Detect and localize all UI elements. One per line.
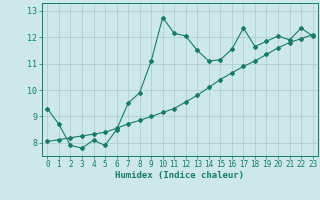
X-axis label: Humidex (Indice chaleur): Humidex (Indice chaleur) <box>116 171 244 180</box>
